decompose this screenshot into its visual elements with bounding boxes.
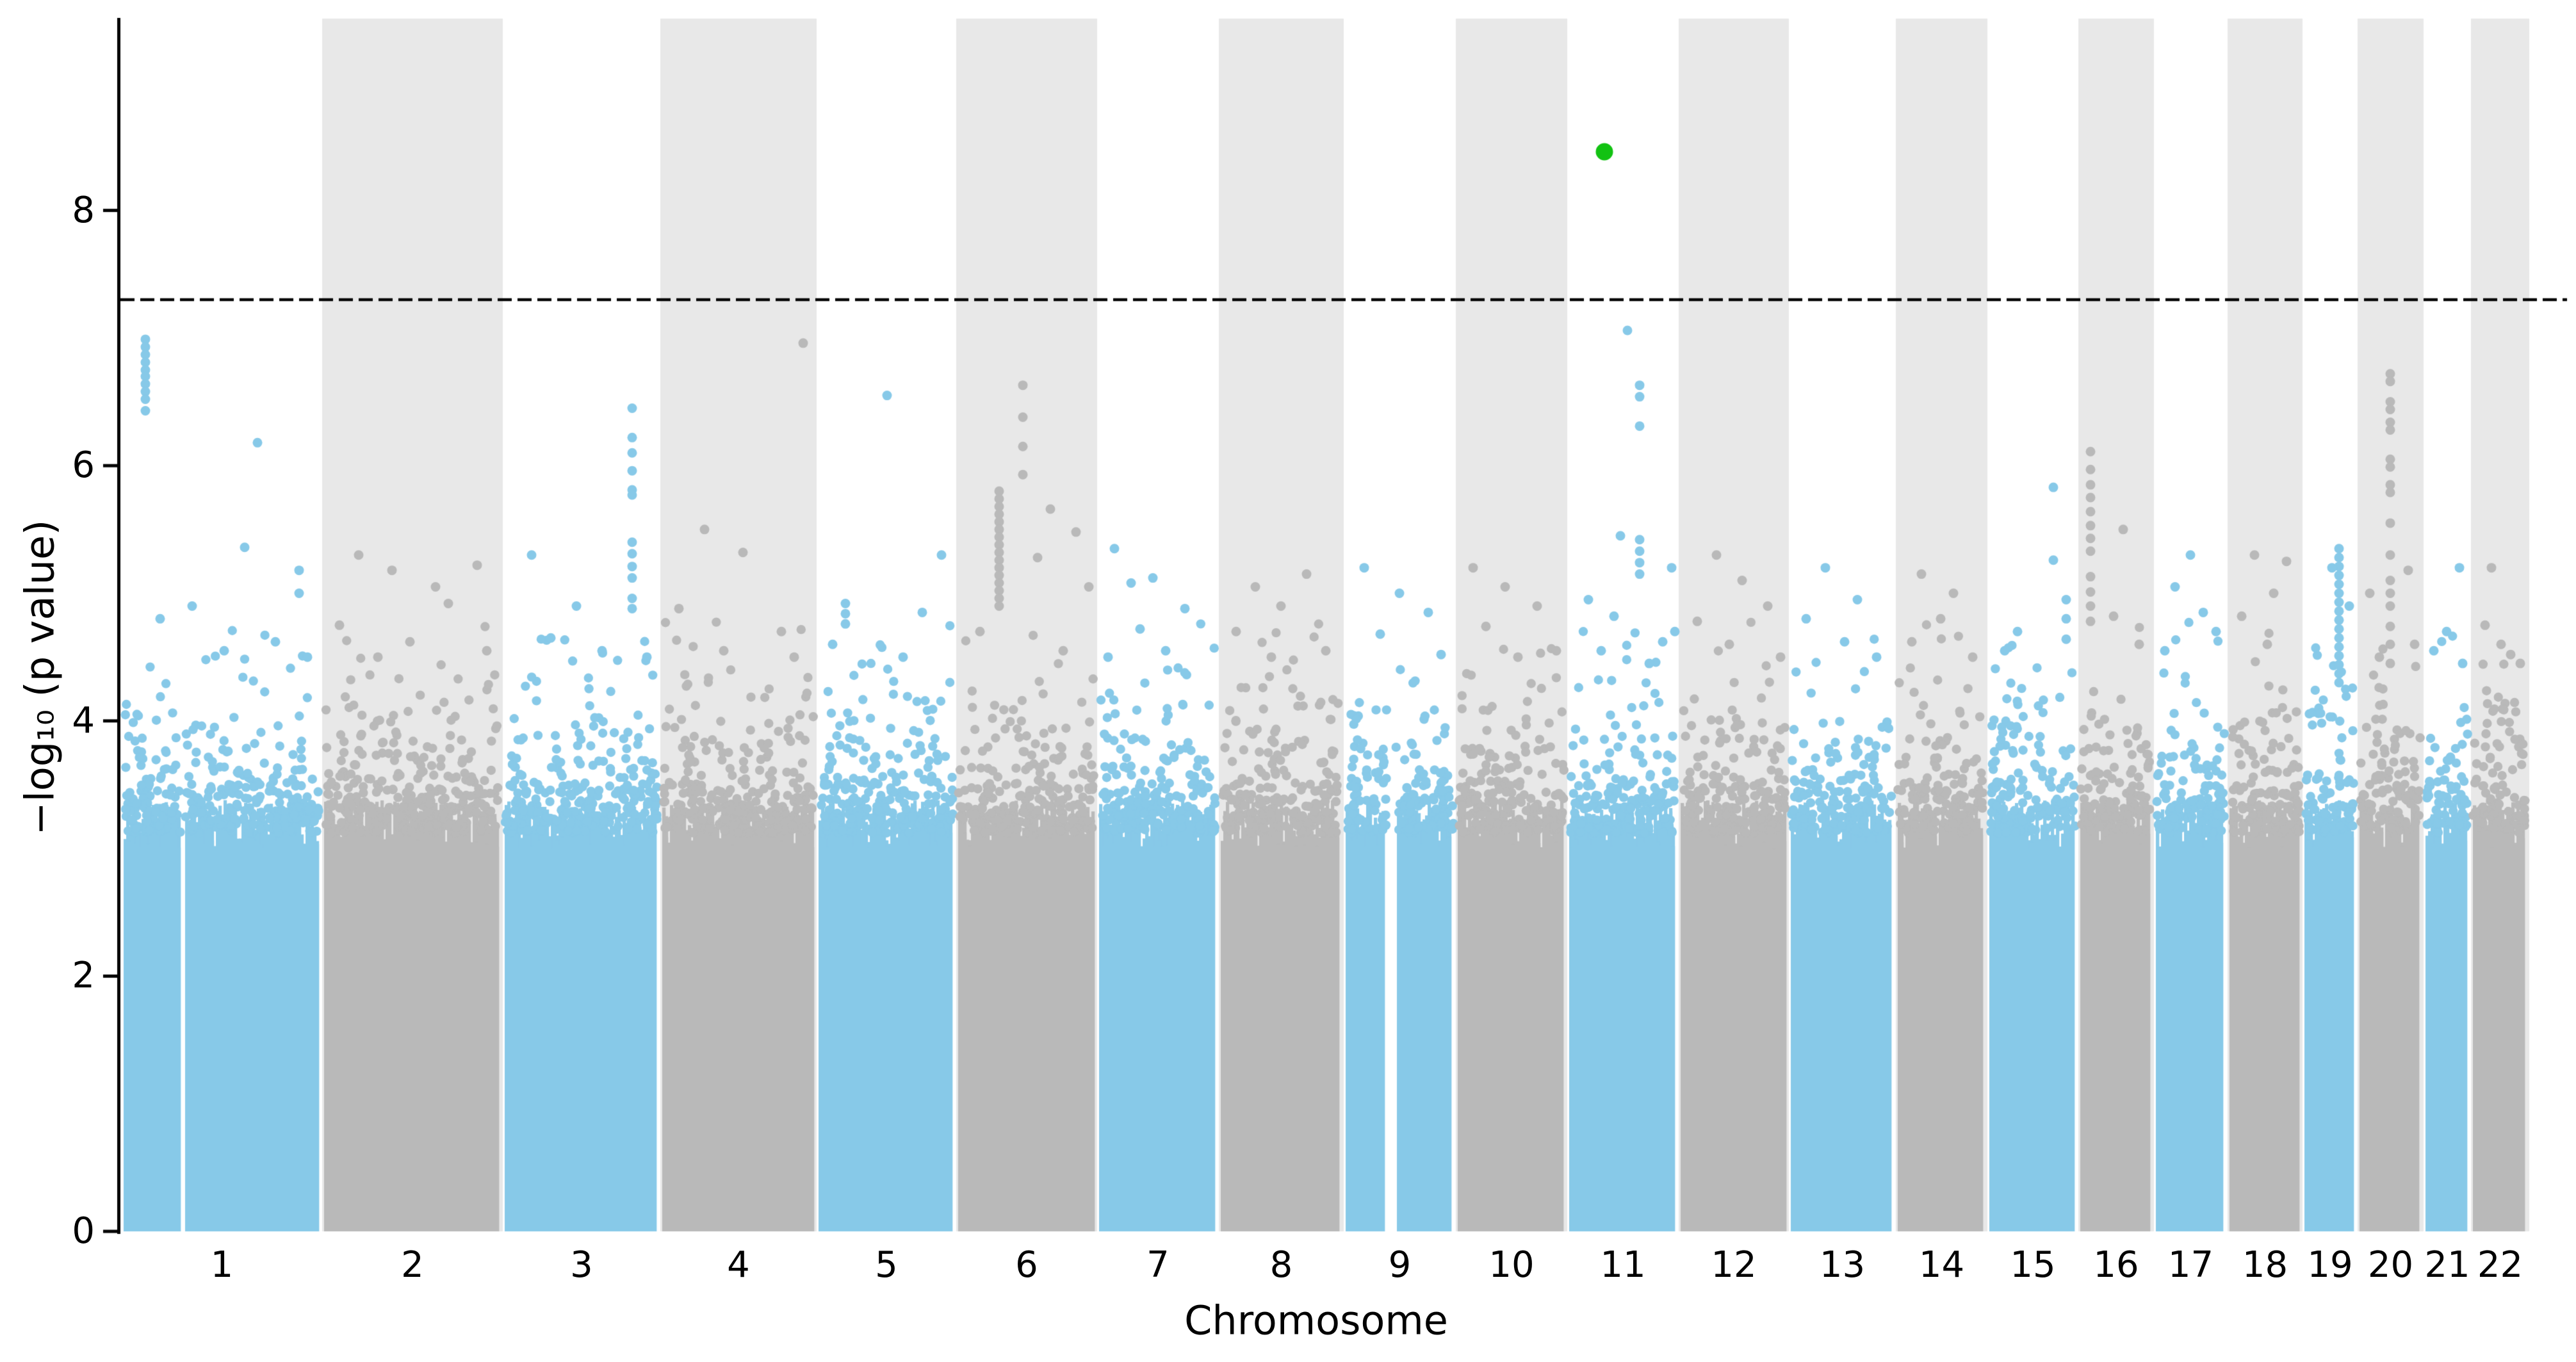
- x-tick-label-chr2: 2: [401, 1244, 424, 1286]
- x-tick-label-chr8: 8: [1269, 1244, 1293, 1286]
- y-tick-label-0: 0: [72, 1210, 95, 1252]
- x-tick-label-chr3: 3: [570, 1244, 593, 1286]
- y-tick-label-8: 8: [72, 189, 95, 231]
- x-tick-label-chr9: 9: [1388, 1244, 1412, 1286]
- x-tick-label-chr11: 11: [1600, 1244, 1646, 1286]
- y-tick-label-4: 4: [72, 699, 95, 742]
- x-tick-label-chr17: 17: [2167, 1244, 2214, 1286]
- x-tick-label-chr19: 19: [2307, 1244, 2353, 1286]
- x-tick-label-chr13: 13: [1819, 1244, 1866, 1286]
- y-axis-title: −log₁₀ (p value): [16, 519, 63, 836]
- x-axis-title: Chromosome: [1184, 1297, 1448, 1344]
- x-tick-label-chr21: 21: [2424, 1244, 2470, 1286]
- x-tick-label-chr5: 5: [875, 1244, 898, 1286]
- x-tick-label-chr16: 16: [2093, 1244, 2139, 1286]
- x-tick-label-chr20: 20: [2367, 1244, 2414, 1286]
- x-tick-label-chr1: 1: [210, 1244, 234, 1286]
- y-tick-label-2: 2: [72, 955, 95, 997]
- x-tick-label-chr10: 10: [1488, 1244, 1535, 1286]
- x-tick-label-chr14: 14: [1918, 1244, 1965, 1286]
- x-tick-label-chr15: 15: [2010, 1244, 2056, 1286]
- x-tick-label-chr22: 22: [2477, 1244, 2523, 1286]
- x-tick-label-chr18: 18: [2242, 1244, 2288, 1286]
- x-tick-label-chr6: 6: [1015, 1244, 1038, 1286]
- y-tick-label-6: 6: [72, 444, 95, 487]
- x-tick-label-chr4: 4: [727, 1244, 750, 1286]
- x-tick-label-chr7: 7: [1146, 1244, 1170, 1286]
- x-tick-label-chr12: 12: [1711, 1244, 1757, 1286]
